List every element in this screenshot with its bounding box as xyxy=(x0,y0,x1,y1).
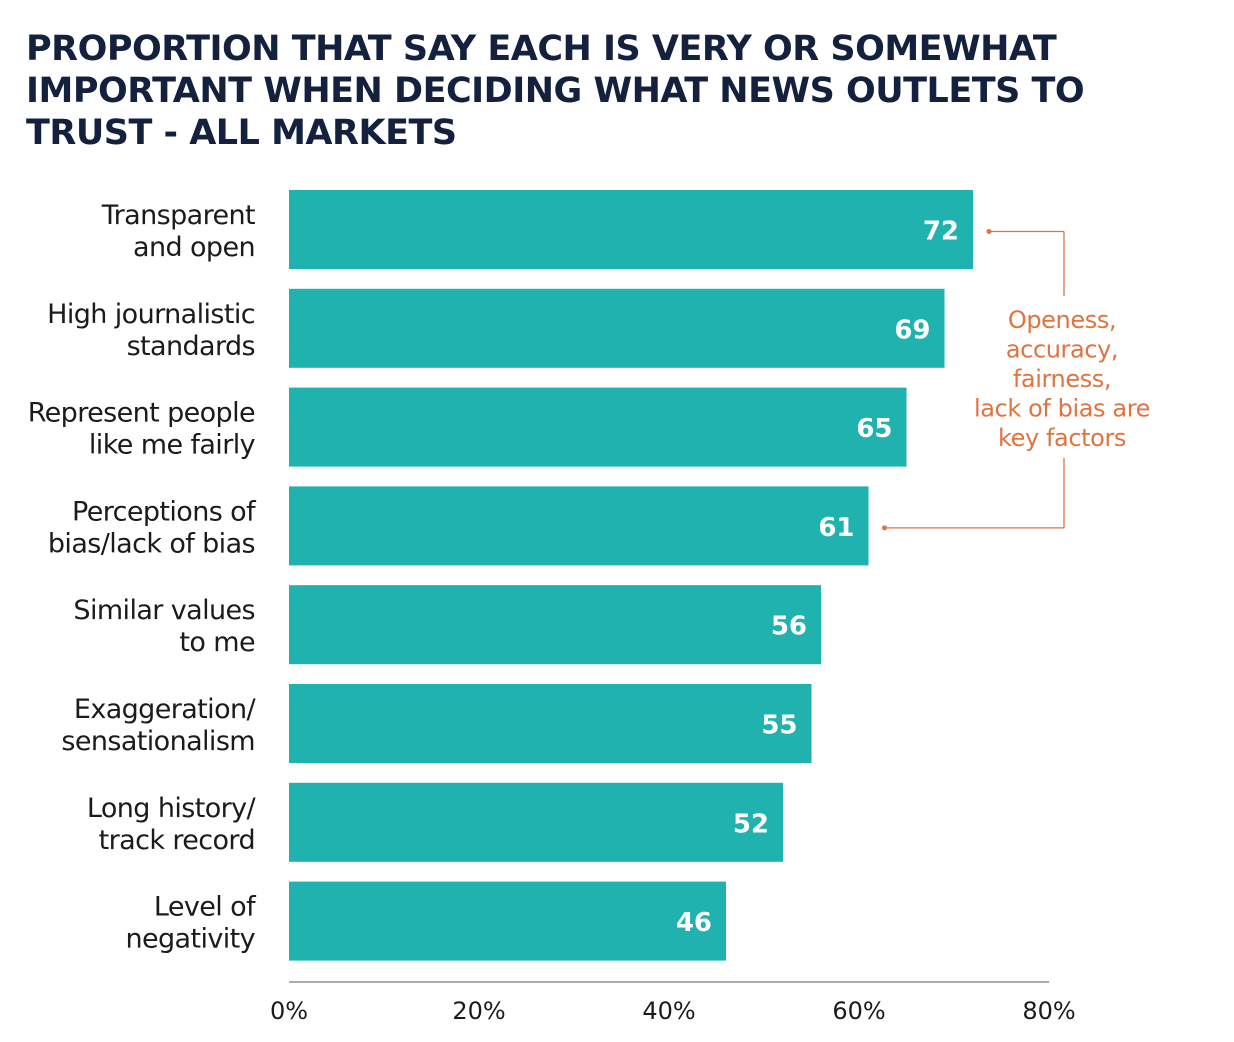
annotation-text-line-4: lack of bias are xyxy=(974,395,1150,423)
bar-6 xyxy=(289,684,812,763)
bar-value-label-1: 72 xyxy=(923,217,959,247)
annotation-text-line-3: fairness, xyxy=(1013,365,1111,393)
category-label-2-line-1: High journalistic xyxy=(47,299,255,330)
category-label-1-line-1: Transparent xyxy=(101,200,255,231)
bar-value-label-7: 52 xyxy=(733,809,769,839)
annotation-text-line-5: key factors xyxy=(998,424,1126,452)
bar-value-label-4: 61 xyxy=(818,513,854,543)
bar-3 xyxy=(289,387,907,467)
bar-value-label-5: 56 xyxy=(771,612,807,642)
annotation-text-line-2: accuracy, xyxy=(1006,336,1118,364)
bar-1 xyxy=(289,190,973,269)
category-label-4-line-1: Perceptions of xyxy=(72,496,257,527)
bar-value-label-8: 46 xyxy=(676,908,712,938)
category-label-6-line-1: Exaggeration/ xyxy=(74,694,257,725)
x-tick-label-3: 40% xyxy=(642,997,695,1025)
bar-8 xyxy=(289,881,726,961)
category-label-6-line-2: sensationalism xyxy=(61,726,255,757)
category-label-8-line-1: Level of xyxy=(154,892,257,923)
category-label-7-line-2: track record xyxy=(99,825,255,856)
x-tick-label-2: 20% xyxy=(452,997,505,1025)
x-tick-label-5: 80% xyxy=(1022,997,1075,1025)
category-label-4-line-2: bias/lack of bias xyxy=(48,528,255,559)
category-label-3-line-1: Represent people xyxy=(28,398,255,429)
chart-title-line-3: TRUST - ALL MARKETS xyxy=(26,113,457,153)
bar-value-label-6: 55 xyxy=(761,711,797,741)
bar-value-label-3: 65 xyxy=(856,414,892,444)
bar-7 xyxy=(289,782,783,862)
category-label-2-line-2: standards xyxy=(127,331,255,362)
bar-5 xyxy=(289,585,821,665)
category-label-3-line-2: like me fairly xyxy=(89,430,256,461)
category-label-7-line-1: Long history/ xyxy=(87,793,257,824)
chart-title-line-1: PROPORTION THAT SAY EACH IS VERY OR SOME… xyxy=(26,29,1057,69)
annotation-text-line-1: Openess, xyxy=(1008,306,1116,334)
bar-4 xyxy=(289,486,869,566)
category-label-8-line-2: negativity xyxy=(125,924,255,955)
category-label-1-line-2: and open xyxy=(133,232,255,263)
x-tick-label-4: 60% xyxy=(832,997,885,1025)
x-tick-label-1: 0% xyxy=(270,997,308,1025)
bar-2 xyxy=(289,288,945,368)
category-label-5-line-2: to me xyxy=(179,627,255,658)
category-label-5-line-1: Similar values xyxy=(73,595,255,626)
chart-title: PROPORTION THAT SAY EACH IS VERY OR SOME… xyxy=(26,28,1176,154)
chart-title-line-2: IMPORTANT WHEN DECIDING WHAT NEWS OUTLET… xyxy=(26,71,1085,111)
bar-value-label-2: 69 xyxy=(894,315,930,345)
